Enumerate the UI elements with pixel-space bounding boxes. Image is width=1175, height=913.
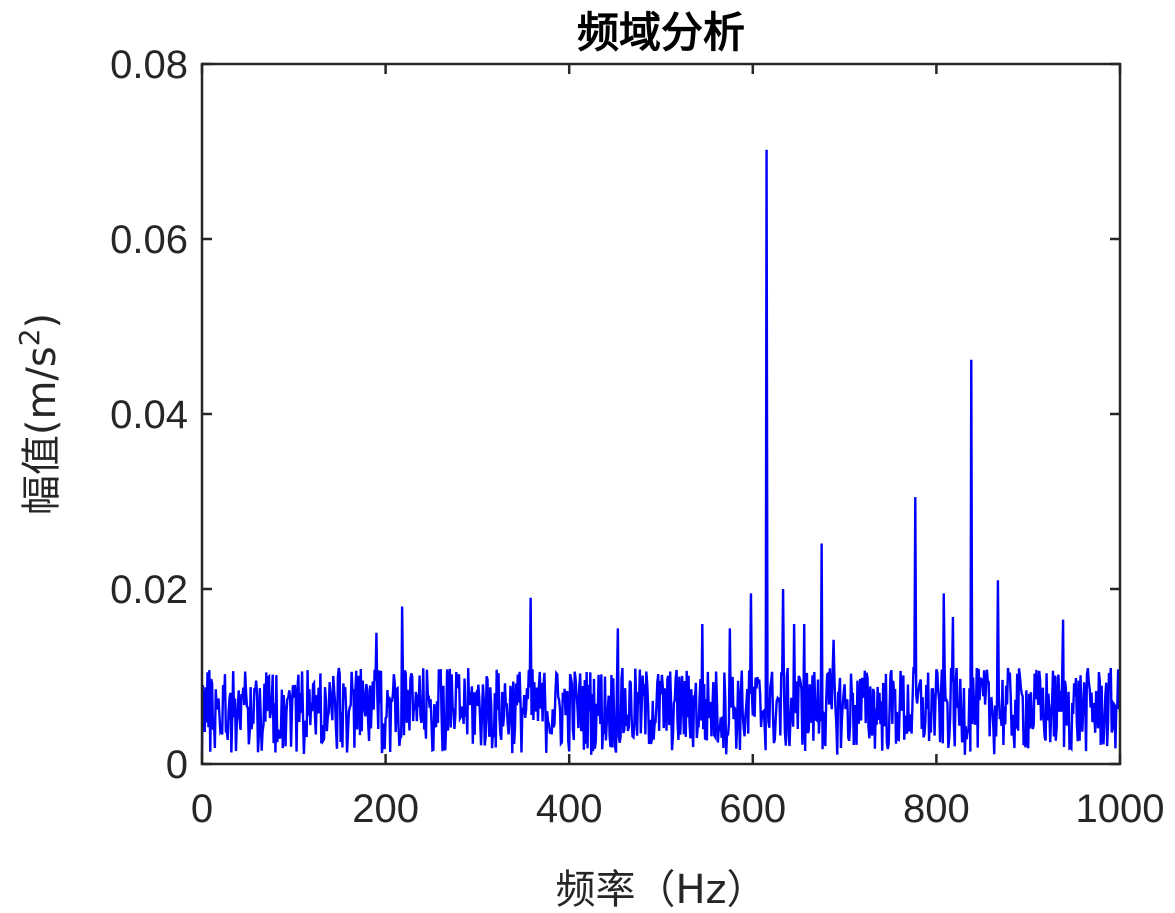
chart-title: 频域分析 (577, 8, 745, 57)
y-tick-label: 0 (166, 743, 188, 787)
x-tick-label: 400 (536, 787, 603, 831)
x-tick-label: 600 (719, 787, 786, 831)
x-tick-label: 200 (352, 787, 419, 831)
x-axis-ticks: 0 200 400 600 800 1000 (191, 64, 1165, 831)
y-tick-label: 0.08 (110, 43, 188, 87)
y-tick-label: 0.06 (110, 218, 188, 262)
x-tick-label: 800 (903, 787, 970, 831)
axes-background (202, 64, 1120, 764)
y-axis-ticks: 0 0.02 0.04 0.06 0.08 (110, 43, 1120, 787)
x-tick-label: 0 (191, 787, 213, 831)
y-axis-label-superscript: 2 (13, 328, 46, 346)
series-group (200, 149, 1122, 755)
spectrum-line (200, 149, 1122, 755)
y-tick-label: 0.02 (110, 568, 188, 612)
y-tick-label: 0.04 (110, 393, 188, 437)
plot-area: 0 200 400 600 800 1000 0 0.02 0.04 0.06 0.08 (110, 43, 1164, 831)
y-axis-label: 幅值(m/s2) (13, 313, 66, 515)
x-tick-label: 1000 (1076, 787, 1165, 831)
y-axis-label-suffix: ) (19, 313, 65, 329)
y-axis-label-main: 幅值(m/s (19, 346, 65, 515)
x-axis-label: 频率（Hz） (555, 867, 766, 913)
